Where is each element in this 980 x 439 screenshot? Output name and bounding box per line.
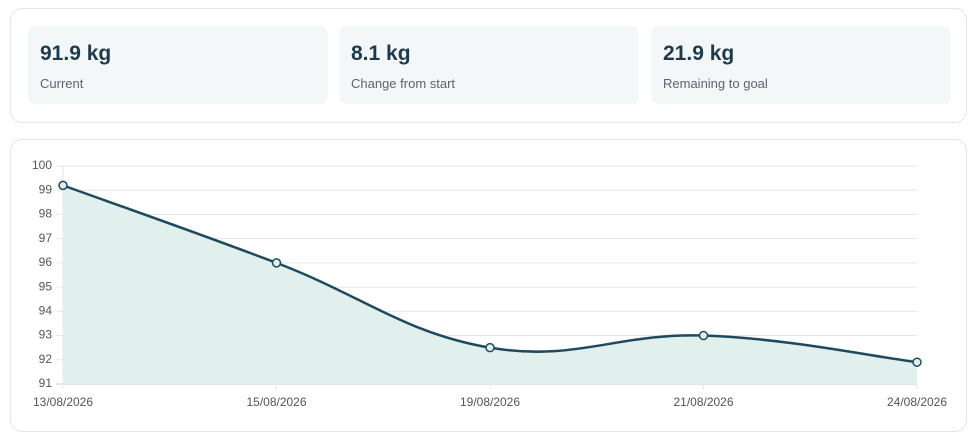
stat-box: 8.1 kg Change from start bbox=[339, 26, 639, 104]
area bbox=[63, 185, 917, 384]
x-tick-label: 21/08/2026 bbox=[673, 395, 733, 409]
y-tick-label: 97 bbox=[39, 231, 53, 245]
point bbox=[485, 342, 495, 353]
stats-card: 91.9 kg Current 8.1 kg Change from start… bbox=[10, 8, 967, 123]
point bbox=[698, 330, 709, 341]
stat-value: 91.9 kg bbox=[40, 42, 112, 65]
x-tick-label: 13/08/2026 bbox=[33, 395, 93, 409]
y-tick-label: 96 bbox=[39, 255, 53, 269]
y-tick-label: 93 bbox=[39, 328, 53, 342]
stat-label: Remaining to goal bbox=[663, 76, 768, 91]
stat-box: 21.9 kg Remaining to goal bbox=[651, 26, 951, 104]
stat-box: 91.9 kg Current bbox=[28, 26, 328, 104]
stat-value: 21.9 kg bbox=[663, 42, 735, 65]
y-tick-label: 99 bbox=[39, 182, 53, 196]
y-tick-label: 91 bbox=[39, 376, 53, 390]
point bbox=[912, 357, 922, 367]
point bbox=[271, 258, 282, 268]
point bbox=[58, 180, 68, 191]
stat-label: Current bbox=[40, 76, 84, 91]
y-tick-label: 94 bbox=[39, 304, 53, 318]
stat-value: 8.1 kg bbox=[351, 42, 411, 65]
stat-label: Change from start bbox=[351, 76, 456, 91]
y-tick-label: 100 bbox=[32, 158, 52, 172]
x-tick-label: 24/08/2026 bbox=[887, 395, 947, 409]
x-tick-label: 15/08/2026 bbox=[246, 395, 306, 409]
x-tick-label: 19/08/2026 bbox=[460, 395, 520, 409]
y-tick-label: 98 bbox=[39, 207, 53, 221]
y-tick-label: 95 bbox=[39, 279, 53, 293]
y-tick-label: 92 bbox=[39, 352, 53, 366]
